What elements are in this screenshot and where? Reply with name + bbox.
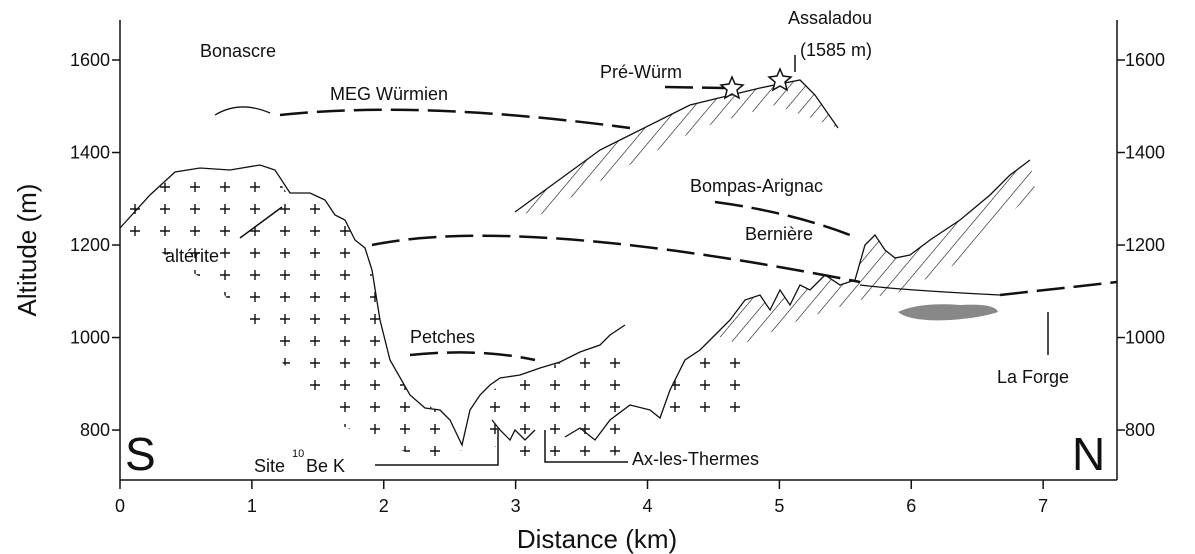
dashed-surface (714, 200, 851, 237)
x-tick-label: 6 (906, 496, 916, 516)
dashed-surface (371, 234, 861, 284)
label: Bernière (745, 224, 813, 244)
label: (1585 m) (800, 40, 872, 60)
dashed-surface (664, 85, 726, 90)
label: 10 (292, 448, 304, 460)
hatched-rock (515, 80, 838, 215)
label: Assaladou (788, 8, 872, 28)
dashed-surface (999, 280, 1118, 297)
leaders (239, 55, 1049, 466)
label: Pré-Würm (600, 62, 682, 82)
y2-tick-label: 1600 (1125, 50, 1165, 70)
y2-tick-label: 800 (1125, 420, 1155, 440)
axis-lines (119, 20, 1118, 481)
x-tick-label: 3 (511, 496, 521, 516)
x-tick-label: 2 (379, 496, 389, 516)
star (767, 67, 793, 92)
y-tick-label: 1400 (70, 143, 110, 163)
label: Petches (410, 327, 475, 347)
star (719, 75, 745, 100)
granite (665, 345, 740, 420)
lake-deposit (898, 304, 998, 321)
deposit (214, 106, 271, 116)
x-axis-label: Distance (km) (517, 524, 677, 554)
dashed-surface (409, 351, 536, 362)
label: MEG Würmien (330, 84, 448, 104)
label: altérite (165, 246, 219, 266)
x-tick-label: 7 (1038, 496, 1048, 516)
profile (514, 79, 839, 213)
y-tick-label: 800 (80, 420, 110, 440)
label: La Forge (997, 367, 1069, 387)
y-axis-label: Altitude (m) (12, 184, 42, 317)
y-tick-label: 1200 (70, 235, 110, 255)
y-tick-label: 1000 (70, 328, 110, 348)
y2-tick-label: 1200 (1125, 235, 1165, 255)
granite (480, 345, 630, 462)
x-tick-label: 0 (115, 496, 125, 516)
label: Be K (306, 456, 345, 476)
profile (491, 419, 536, 442)
deposit (859, 284, 1001, 296)
profile (119, 164, 626, 447)
label: N (1072, 428, 1105, 480)
x-tick-label: 5 (774, 496, 784, 516)
granite (125, 175, 462, 462)
label: Site (254, 456, 285, 476)
dashed-surface (279, 108, 631, 130)
y2-tick-label: 1400 (1125, 143, 1165, 163)
profile (564, 159, 1031, 441)
y-tick-label: 1600 (70, 50, 110, 70)
label: Bompas-Arignac (690, 176, 823, 196)
label: Bonascre (200, 41, 276, 61)
x-tick-label: 1 (247, 496, 257, 516)
label: S (125, 428, 156, 480)
hatched-rock (715, 160, 1035, 345)
x-tick-label: 4 (643, 496, 653, 516)
label: Ax-les-Thermes (632, 449, 759, 469)
y2-tick-label: 1000 (1125, 328, 1165, 348)
